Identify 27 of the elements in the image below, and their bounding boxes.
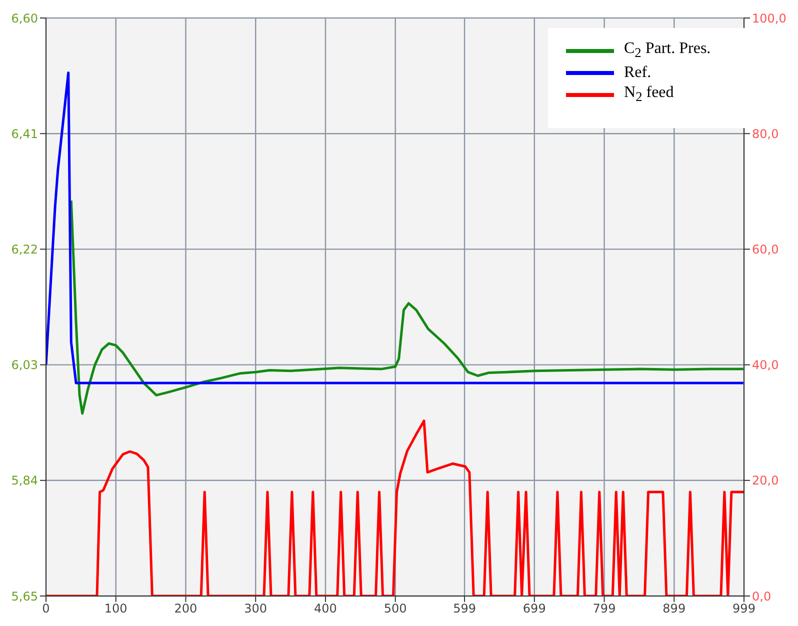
legend-label: Ref. bbox=[624, 64, 652, 82]
y-tick-label: 6,41 bbox=[11, 126, 38, 141]
x-tick-label: 799 bbox=[592, 602, 616, 616]
y-tick-label: 5,84 bbox=[11, 474, 38, 488]
x-tick-label: 100 bbox=[104, 602, 128, 616]
y-tick-label: 6,03 bbox=[11, 358, 38, 372]
x-tick-label: 699 bbox=[522, 602, 546, 616]
y-tick-label: 6,22 bbox=[11, 242, 38, 256]
y2-tick-label: 0,0 bbox=[752, 589, 772, 604]
y2-tick-label: 60,0 bbox=[752, 242, 779, 256]
line-series bbox=[70, 199, 744, 415]
y2-tick-label: 80,0 bbox=[752, 126, 779, 141]
x-tick-label: 899 bbox=[662, 602, 686, 616]
x-tick-label: 0 bbox=[42, 602, 50, 616]
x-tick-label: 200 bbox=[174, 602, 198, 616]
x-tick-label: 400 bbox=[314, 602, 337, 616]
legend-label: C$_{2}$ Part. Pres. bbox=[624, 40, 711, 62]
x-tick-label: 500 bbox=[384, 602, 407, 616]
y2-tick-label: 20,0 bbox=[752, 474, 779, 488]
x-tick-label: 999 bbox=[732, 602, 756, 616]
y2-tick-label: 100,0 bbox=[752, 11, 786, 26]
legend-label: N$_{2}$ feed bbox=[624, 84, 674, 106]
y-tick-label: 5,65 bbox=[11, 589, 38, 604]
y-tick-label: 6,60 bbox=[11, 11, 38, 26]
x-tick-label: 300 bbox=[244, 602, 268, 616]
x-tick-label: 599 bbox=[453, 602, 476, 616]
y2-tick-label: 40,0 bbox=[752, 358, 779, 372]
